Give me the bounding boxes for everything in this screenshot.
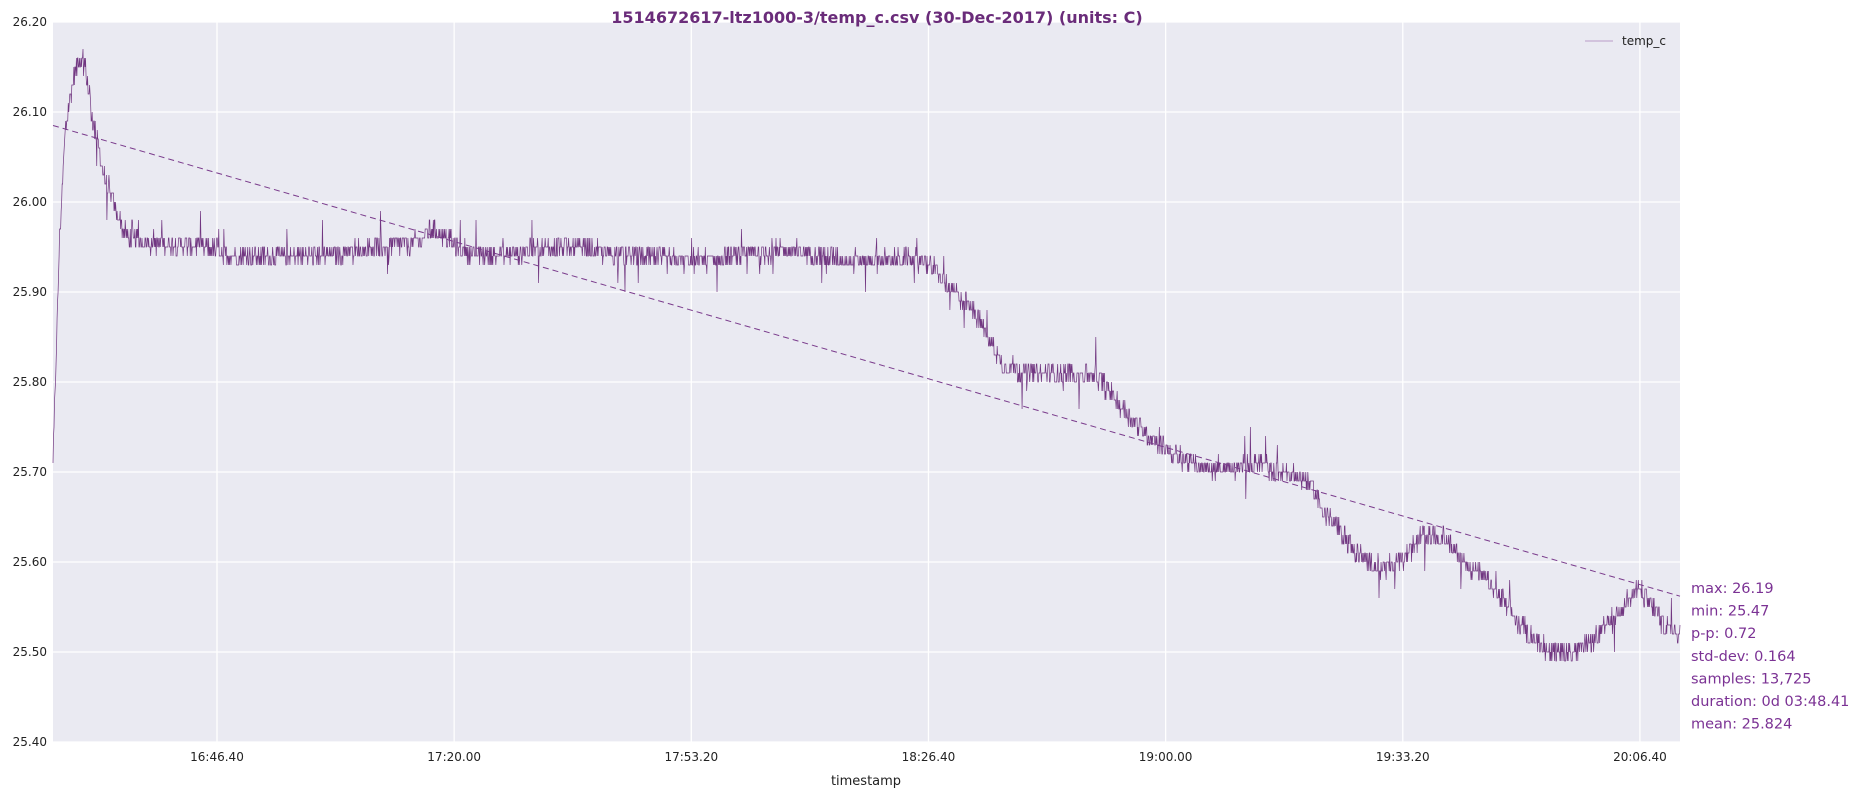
y-tick-labels: 25.40 25.50 25.60 25.70 25.80 25.90 26.00 26.10…	[13, 15, 47, 749]
y-tick-label: 26.10	[13, 105, 47, 119]
stat-line: samples: 13,725	[1691, 671, 1812, 687]
y-tick-label: 25.90	[13, 285, 47, 299]
stat-line: std-dev: 0.164	[1691, 649, 1796, 665]
stats-panel: max: 26.19 min: 25.47 p-p: 0.72 std-dev: 0.…	[1691, 581, 1849, 733]
y-tick-label: 25.70	[13, 465, 47, 479]
stat-line: duration: 0d 03:48.41	[1691, 694, 1849, 710]
x-tick-label: 17:53.20	[664, 750, 718, 764]
y-tick-label: 25.50	[13, 645, 47, 659]
y-tick-label: 25.40	[13, 735, 47, 749]
stat-line: min: 25.47	[1691, 604, 1769, 620]
x-tick-label: 16:46.40	[190, 750, 244, 764]
legend: temp_c	[1585, 34, 1666, 48]
legend-label: temp_c	[1622, 34, 1666, 48]
y-tick-label: 25.60	[13, 555, 47, 569]
y-tick-label: 26.00	[13, 195, 47, 209]
stat-line: p-p: 0.72	[1691, 626, 1756, 642]
x-axis-label: timestamp	[831, 774, 901, 789]
x-gridlines	[216, 22, 1641, 742]
series-temp-c-line	[52, 48, 1681, 662]
x-tick-label: 19:00.00	[1139, 750, 1193, 764]
series-layer	[52, 48, 1681, 662]
x-tick-labels: 16:46.40 17:20.00 17:53.20 18:26.40 19:00.00…	[190, 750, 1667, 764]
x-tick-label: 17:20.00	[427, 750, 481, 764]
x-tick-label: 18:26.40	[902, 750, 956, 764]
y-tick-label: 25.80	[13, 375, 47, 389]
x-tick-label: 19:33.20	[1376, 750, 1430, 764]
trend-line	[52, 125, 1681, 597]
stat-line: max: 26.19	[1691, 581, 1774, 597]
stat-line: mean: 25.824	[1691, 717, 1792, 733]
y-tick-label: 26.20	[13, 15, 47, 29]
chart-title: 1514672617-ltz1000-3/temp_c.csv (30-Dec-…	[611, 8, 1142, 27]
y-gridlines	[53, 21, 1680, 743]
x-tick-label: 20:06.40	[1613, 750, 1667, 764]
